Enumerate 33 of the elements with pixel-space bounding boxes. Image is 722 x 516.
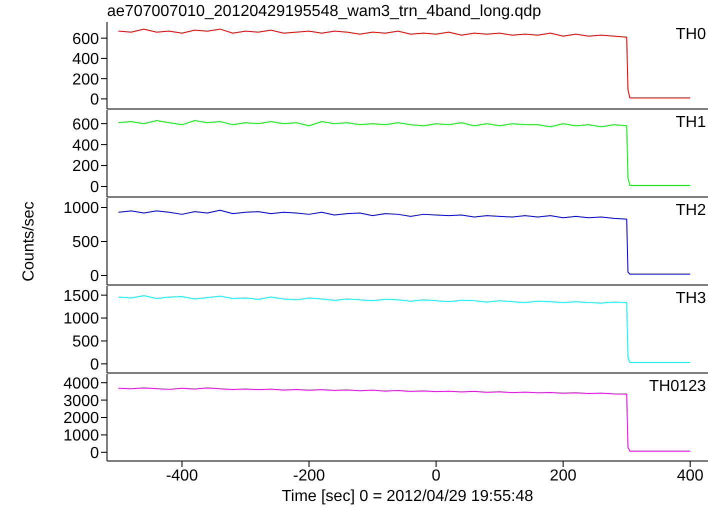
- y-tick-label: 0: [90, 356, 100, 374]
- text: TH2: [676, 202, 706, 220]
- y-tick-label: 200: [72, 158, 100, 176]
- y-tick-label: 0: [90, 92, 100, 109]
- y-tick-label: 200: [72, 71, 100, 88]
- y-tick-label: 400: [72, 137, 100, 154]
- y-tick-label: 500: [72, 334, 100, 351]
- y-tick-label: 4000: [63, 375, 100, 392]
- y-tick-label: 1000: [63, 428, 100, 445]
- x-tick-label: 200: [550, 467, 577, 484]
- text: TH0: [676, 26, 706, 44]
- x-tick-label: 400: [676, 467, 704, 484]
- y-tick-label: 0: [90, 179, 100, 196]
- text: TH1: [676, 114, 706, 132]
- x-axis-title: Time [sec] 0 = 2012/04/29 19:55:48: [282, 488, 534, 505]
- y-tick-label: 600: [72, 116, 100, 134]
- y-axis-title: Counts/sec: [20, 201, 38, 282]
- y-tick-label: 1000: [63, 310, 100, 328]
- series-label: TH0123: [649, 378, 706, 396]
- x-tick-label: -400: [166, 467, 198, 484]
- y-tick-label: 1000: [63, 200, 100, 218]
- text: TH3: [676, 290, 706, 308]
- y-tick-label: 1500: [63, 288, 100, 305]
- y-tick-label: 0: [90, 268, 100, 286]
- y-tick-label: 500: [72, 234, 100, 252]
- y-tick-label: 3000: [63, 392, 100, 410]
- x-tick-label: -200: [293, 467, 326, 484]
- y-tick-label: 600: [72, 30, 100, 48]
- y-tick-label: 400: [72, 51, 100, 68]
- y-tick-label: 2000: [63, 410, 100, 428]
- x-tick-label: 0: [432, 467, 441, 484]
- y-tick-label: 0: [90, 444, 100, 462]
- chart-title: ae707007010_20120429195548_wam3_trn_4band_long.qdp: [106, 2, 542, 22]
